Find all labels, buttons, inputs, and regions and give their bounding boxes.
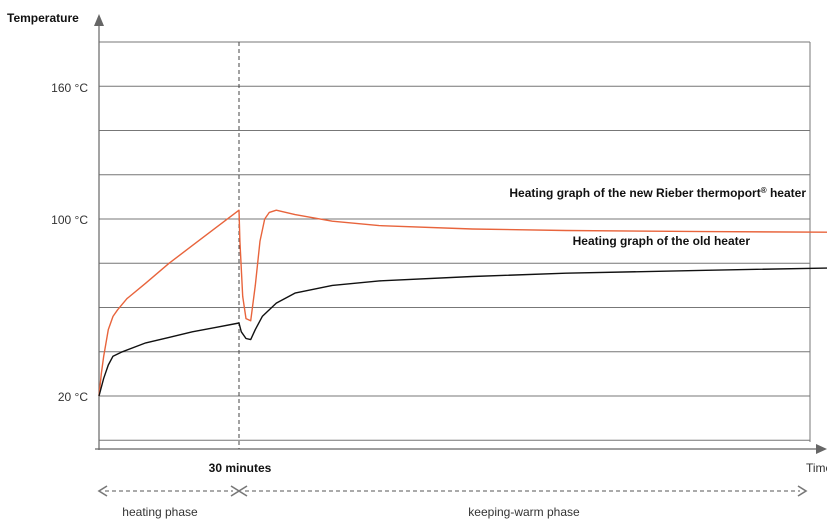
phase-arrow-keeping-warm-right-head [797, 485, 808, 497]
x-axis-label: Time [806, 461, 827, 475]
x-axis-arrow [816, 444, 827, 454]
phase-arrow-heating-left-head [97, 485, 108, 497]
series-label-new-heater: Heating graph of the new Rieber thermopo… [509, 186, 806, 200]
grid-lines [99, 41, 811, 442]
y-axis-arrow [94, 14, 104, 26]
y-axis-label: Temperature [7, 11, 79, 25]
series-lines [98, 209, 827, 397]
phase-label-heating: heating phase [122, 505, 198, 519]
y-tick-label-160: 160 °C [51, 81, 88, 95]
y-tick-label-100: 100 °C [51, 213, 88, 227]
y-tick-label-20: 20 °C [58, 390, 88, 404]
series-label-old-heater: Heating graph of the old heater [573, 234, 751, 248]
series-line-new-heater [98, 209, 827, 397]
phase-label-keeping-warm: keeping-warm phase [468, 505, 580, 519]
phase-arrow-keeping-warm-left-head [237, 485, 248, 497]
axes [94, 14, 827, 454]
series-line-old-heater [98, 267, 827, 397]
phase-arrows [97, 485, 808, 497]
marker-label: 30 minutes [209, 461, 272, 475]
